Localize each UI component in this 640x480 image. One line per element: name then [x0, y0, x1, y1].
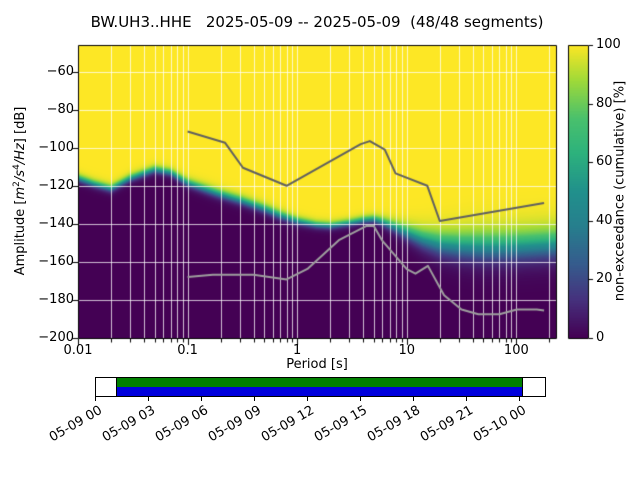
timeline-coverage-blue: [117, 387, 522, 396]
y-tick-label: −100: [38, 139, 74, 155]
timeline-tick: [360, 397, 361, 401]
y-tick-label: −180: [38, 291, 74, 307]
timeline-tick: [148, 397, 149, 401]
timeline-coverage-green: [117, 378, 522, 387]
colorbar-tick-label: 20: [596, 271, 613, 287]
x-tick-label: 0.01: [63, 343, 93, 358]
ylabel-part: /Hz: [13, 143, 29, 165]
colorbar-tick-label: 40: [596, 212, 613, 228]
y-tick-label: −120: [38, 177, 74, 193]
colorbar-label: non-exceedance (cumulative) [%]: [612, 80, 628, 302]
ylabel-part: 2: [11, 181, 22, 187]
timeline-tick: [254, 397, 255, 401]
x-tick-label: 0.1: [177, 343, 198, 358]
colorbar-tick-label: 60: [596, 154, 613, 170]
timeline-tick: [466, 397, 467, 401]
timeline-tick: [413, 397, 414, 401]
x-tick-label: 100: [503, 343, 529, 358]
y-tick-label: −80: [46, 101, 74, 117]
y-tick-label: −60: [46, 63, 74, 79]
timeline-tick: [95, 397, 96, 401]
y-tick-label: −140: [38, 215, 74, 231]
ylabel-part: /s: [13, 169, 29, 182]
colorbar-tick-label: 80: [596, 95, 613, 111]
timeline-tick: [201, 397, 202, 401]
colorbar-tick-label: 0: [596, 330, 605, 345]
ylabel-part: 4: [11, 164, 22, 170]
colorbar-tick-label: 100: [596, 37, 621, 52]
ylabel-part: ] [dB]: [13, 106, 29, 144]
ylabel-part: Amplitude [: [13, 199, 29, 276]
plot-title: BW.UH3..HHE 2025-05-09 -- 2025-05-09 (48…: [90, 13, 544, 31]
ylabel-part: m: [13, 186, 29, 200]
timeline-tick: [307, 397, 308, 401]
x-axis-label: Period [s]: [286, 357, 348, 372]
x-tick-label: 1: [293, 343, 302, 358]
y-axis-label: Amplitude [m2/s4/Hz] [dB]: [12, 107, 28, 276]
y-tick-label: −200: [38, 330, 74, 345]
x-tick-label: 10: [398, 343, 416, 358]
y-tick-label: −160: [38, 253, 74, 269]
timeline-coverage-bar: [116, 377, 523, 397]
timeline-tick: [519, 397, 520, 401]
